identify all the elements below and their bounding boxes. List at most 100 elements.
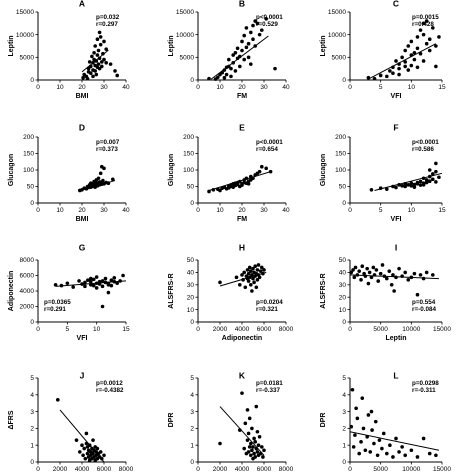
- data-point: [427, 168, 432, 172]
- panel-f: F0 5 10 15050100150200VFIGlucagonp<0.0001r=…: [320, 122, 446, 223]
- x-tick-label: 20: [238, 84, 246, 91]
- data-point: [255, 429, 260, 434]
- data-point: [91, 283, 96, 288]
- data-point: [108, 62, 113, 66]
- data-point: [251, 37, 255, 41]
- data-point: [365, 266, 369, 271]
- panel-d: D 0 10 20 30 40 0 50 100 150 200 BMI Glucagon p=0.007…: [8, 122, 130, 223]
- data-point: [391, 273, 395, 277]
- x-tick-label: 6000: [97, 466, 112, 473]
- data-point: [238, 428, 242, 432]
- data-point: [254, 446, 259, 451]
- y-tick-label: 10000: [328, 32, 346, 39]
- y-tick-label: 50: [187, 184, 195, 191]
- y-tick-label: 100: [183, 167, 194, 174]
- data-point: [84, 441, 89, 446]
- y-tick-label: 1: [30, 442, 34, 449]
- data-point: [385, 276, 389, 281]
- data-point: [378, 186, 383, 190]
- data-point: [255, 21, 260, 26]
- data-point: [372, 273, 377, 277]
- data-point: [424, 180, 429, 185]
- data-point: [83, 284, 87, 289]
- x-tick-label: 0: [36, 207, 40, 214]
- x-tick-label: 4000: [235, 466, 250, 473]
- data-point: [91, 277, 96, 282]
- data-point: [111, 177, 115, 182]
- data-point: [243, 285, 248, 290]
- x-tick-label: 5: [66, 326, 70, 333]
- data-point: [415, 292, 420, 297]
- data-point: [216, 75, 220, 80]
- data-point: [246, 182, 251, 186]
- data-point: [97, 66, 102, 71]
- data-point: [91, 451, 95, 456]
- data-point: [86, 66, 91, 71]
- x-tick-label: 0: [348, 84, 352, 91]
- data-point: [357, 451, 362, 456]
- data-point: [89, 276, 93, 281]
- x-tick-label: 30: [260, 84, 268, 91]
- y-tick-label: 50: [339, 257, 347, 264]
- y-tick-label: 2: [190, 426, 194, 433]
- y-tick-label: 4: [342, 392, 346, 399]
- data-point: [240, 39, 244, 44]
- data-point: [397, 66, 401, 71]
- y-tick-label: 30: [187, 282, 195, 289]
- data-point: [397, 72, 401, 77]
- x-tick-label: 5: [379, 207, 383, 214]
- x-tick-label: 2000: [213, 466, 228, 473]
- data-point: [233, 51, 238, 55]
- trend-line: [374, 172, 443, 191]
- data-point: [252, 280, 256, 285]
- data-point: [427, 37, 432, 41]
- data-point: [251, 176, 255, 181]
- data-point: [361, 426, 366, 431]
- y-tick-label: 15000: [176, 9, 194, 16]
- data-point: [94, 286, 99, 290]
- data-point: [253, 44, 257, 48]
- data-point: [258, 269, 263, 273]
- y-tick-label: 15000: [328, 9, 346, 16]
- stat-label: r=0.297: [96, 21, 118, 28]
- x-tick-label: 15: [122, 326, 130, 333]
- data-point: [83, 456, 88, 461]
- x-tick-label: 0: [36, 466, 40, 473]
- stat-label: p<0.0001: [256, 14, 283, 21]
- data-point: [253, 19, 257, 23]
- data-point: [94, 275, 99, 279]
- data-point: [100, 456, 104, 461]
- data-point: [388, 443, 392, 448]
- x-tick-label: 0: [348, 207, 352, 214]
- data-point: [354, 406, 358, 411]
- data-point: [238, 54, 242, 59]
- x-axis-label: BMI: [76, 93, 89, 100]
- data-point: [388, 69, 392, 73]
- data-point: [385, 187, 389, 191]
- data-point: [391, 455, 395, 459]
- panel-j: J02000400060008000012345AdiponectinΔFRSp…: [8, 370, 134, 473]
- stat-label: r=0.373: [96, 146, 118, 153]
- x-tick-label: 10000: [402, 326, 420, 333]
- data-point: [363, 274, 368, 278]
- data-point: [250, 448, 254, 453]
- x-tick-label: 10: [216, 207, 224, 214]
- panel-c: C 0 5 10 15 0 5000 10000 15000 VFI Leptin p=0.0015r…: [320, 0, 446, 100]
- y-tick-label: 20: [187, 294, 195, 301]
- y-axis-label: Glucagon: [168, 154, 175, 186]
- data-point: [264, 166, 269, 171]
- data-point: [397, 266, 401, 271]
- data-point: [93, 44, 97, 48]
- data-point: [87, 443, 92, 448]
- data-point: [394, 59, 398, 63]
- y-tick-label: 0: [342, 200, 346, 207]
- data-point: [394, 185, 398, 190]
- data-point: [434, 180, 438, 184]
- data-point: [403, 182, 408, 186]
- data-point: [98, 171, 103, 176]
- data-point: [378, 271, 383, 276]
- data-point: [243, 421, 248, 426]
- data-point: [56, 398, 60, 402]
- data-point: [378, 73, 383, 78]
- data-point: [227, 57, 231, 62]
